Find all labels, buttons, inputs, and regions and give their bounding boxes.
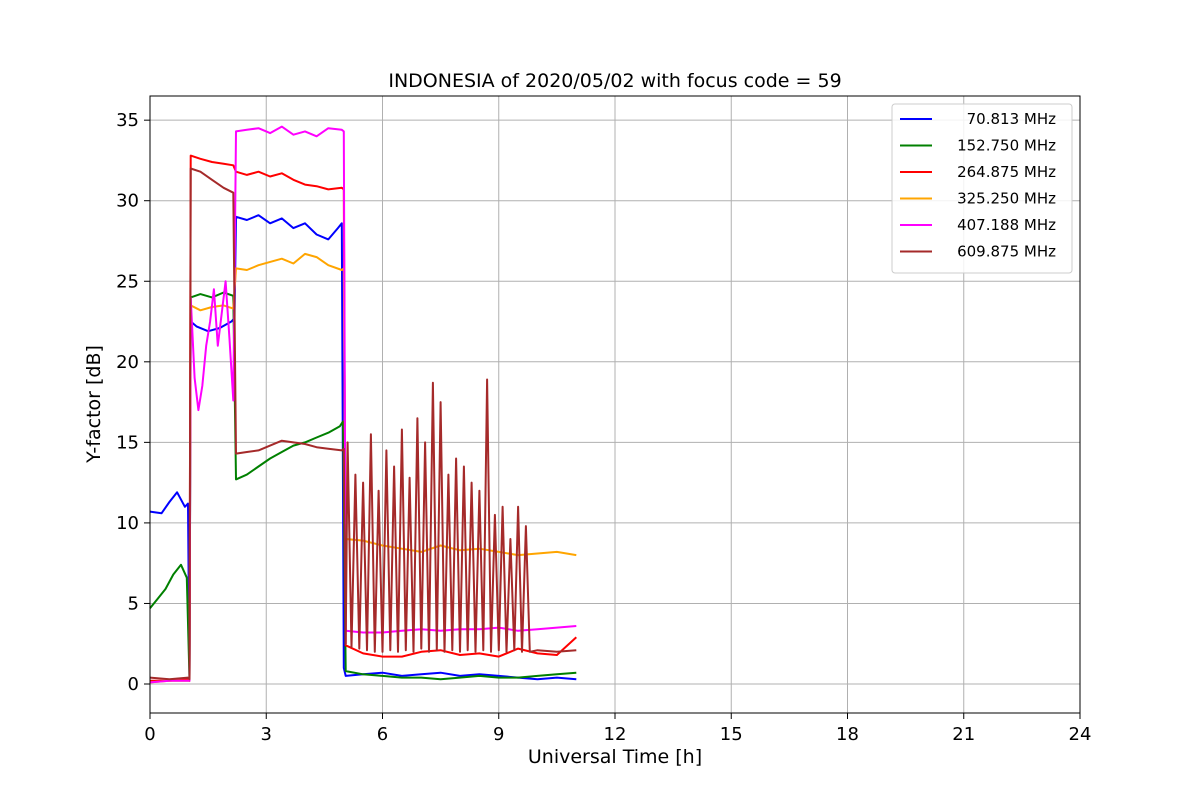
x-tick-label: 21: [952, 724, 975, 745]
x-tick-label: 18: [836, 724, 859, 745]
legend-label: 264.875 MHz: [957, 163, 1056, 181]
series-line-264-875-mhz: [150, 154, 577, 682]
y-tick-label: 35: [116, 110, 139, 131]
y-axis-label: Y-factor [dB]: [83, 345, 105, 464]
legend-box: [891, 103, 1073, 274]
y-tick-label: 30: [116, 191, 139, 212]
x-tick-label: 3: [261, 724, 272, 745]
chart-title: INDONESIA of 2020/05/02 with focus code …: [388, 70, 841, 92]
y-tick-label: 20: [116, 352, 139, 373]
x-tick-label: 9: [493, 724, 504, 745]
legend-label: 325.250 MHz: [957, 190, 1056, 208]
x-tick-label: 15: [720, 724, 743, 745]
x-tick-label: 12: [604, 724, 627, 745]
y-tick-label: 5: [128, 593, 139, 614]
ticks: 0 3 6 9 12 15 18 21 24 0 5 10 15 20 25 30 35: [116, 110, 1091, 745]
legend-label: 70.813 MHz: [967, 110, 1056, 128]
x-tick-label: 6: [377, 724, 388, 745]
y-tick-label: 25: [116, 271, 139, 292]
y-tick-label: 0: [128, 674, 139, 695]
grid: [149, 96, 1081, 713]
plot-area: [149, 125, 577, 684]
x-axis-label: Universal Time [h]: [528, 746, 702, 768]
y-tick-label: 15: [116, 432, 139, 453]
x-tick-label: 0: [144, 724, 155, 745]
series-line-609-875-mhz: [149, 167, 577, 681]
legend-label: 609.875 MHz: [957, 243, 1056, 261]
series-line-407-188-mhz: [149, 125, 577, 684]
y-tick-label: 10: [116, 513, 139, 534]
x-tick-label: 24: [1069, 724, 1092, 745]
legend-label: 152.750 MHz: [957, 137, 1056, 155]
legend: 70.813 MHz 152.750 MHz 264.875 MHz 325.250 …: [891, 103, 1073, 274]
legend-label: 407.188 MHz: [957, 216, 1056, 234]
